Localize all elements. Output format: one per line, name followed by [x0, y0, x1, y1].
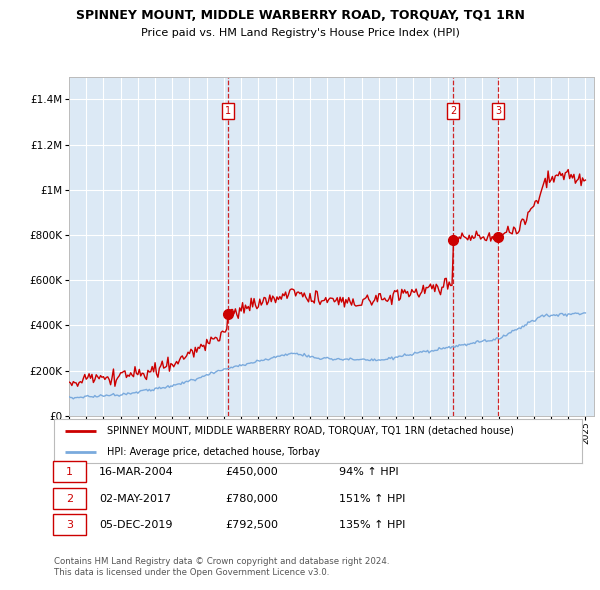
Text: 1: 1	[224, 106, 230, 116]
Text: 135% ↑ HPI: 135% ↑ HPI	[339, 520, 406, 530]
Text: 94% ↑ HPI: 94% ↑ HPI	[339, 467, 398, 477]
Text: 02-MAY-2017: 02-MAY-2017	[99, 494, 171, 503]
Text: 05-DEC-2019: 05-DEC-2019	[99, 520, 173, 530]
Text: 151% ↑ HPI: 151% ↑ HPI	[339, 494, 406, 503]
Text: SPINNEY MOUNT, MIDDLE WARBERRY ROAD, TORQUAY, TQ1 1RN: SPINNEY MOUNT, MIDDLE WARBERRY ROAD, TOR…	[76, 9, 524, 22]
Text: 2: 2	[66, 494, 73, 503]
Text: 3: 3	[66, 520, 73, 530]
Text: HPI: Average price, detached house, Torbay: HPI: Average price, detached house, Torb…	[107, 447, 320, 457]
Text: 3: 3	[495, 106, 501, 116]
Text: 2: 2	[450, 106, 457, 116]
Text: 1: 1	[66, 467, 73, 477]
Text: Contains HM Land Registry data © Crown copyright and database right 2024.: Contains HM Land Registry data © Crown c…	[54, 558, 389, 566]
Text: SPINNEY MOUNT, MIDDLE WARBERRY ROAD, TORQUAY, TQ1 1RN (detached house): SPINNEY MOUNT, MIDDLE WARBERRY ROAD, TOR…	[107, 426, 514, 436]
Text: 16-MAR-2004: 16-MAR-2004	[99, 467, 174, 477]
Text: This data is licensed under the Open Government Licence v3.0.: This data is licensed under the Open Gov…	[54, 568, 329, 577]
Text: £780,000: £780,000	[225, 494, 278, 503]
Text: £792,500: £792,500	[225, 520, 278, 530]
Text: Price paid vs. HM Land Registry's House Price Index (HPI): Price paid vs. HM Land Registry's House …	[140, 28, 460, 38]
Text: £450,000: £450,000	[225, 467, 278, 477]
